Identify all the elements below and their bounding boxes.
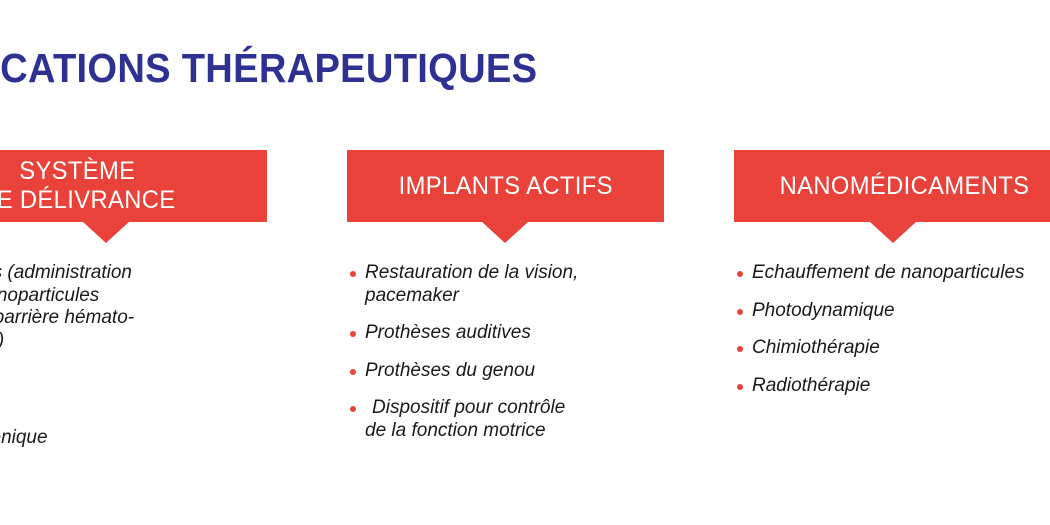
category-banner-nanomedicines: NANOMÉDICAMENTS bbox=[734, 150, 1050, 243]
list-item: notubes bbox=[0, 367, 267, 390]
list-item: no-aiguilles (administration suivi de na… bbox=[0, 262, 267, 352]
list-item: Restauration de la vision, pacemaker bbox=[347, 262, 664, 307]
list-item-text: Echauffement de nanoparticules bbox=[752, 262, 1025, 283]
list-item: Echauffement de nanoparticules bbox=[734, 262, 1050, 285]
category-column-nanomedicines: NANOMÉDICAMENTS Echauffement de nanopart… bbox=[734, 150, 1050, 396]
bullet-list-delivery-system: no-aiguilles (administration suivi de na… bbox=[0, 262, 267, 465]
category-column-delivery-system: SYSTÈME DE DÉLIVRANCE no-aiguilles (admi… bbox=[0, 150, 267, 448]
bullet-dot-icon bbox=[350, 406, 356, 412]
list-item: Photodynamique bbox=[734, 300, 1050, 323]
bullet-dot-icon bbox=[737, 308, 743, 315]
bullet-dot-icon bbox=[350, 271, 356, 277]
bullet-list-nanomedicines: Echauffement de nanoparticules Photodyna… bbox=[734, 262, 1050, 412]
banner-pointer-triangle-icon bbox=[83, 222, 129, 243]
banner-pointer-triangle-icon bbox=[482, 222, 528, 243]
banner-pointer-triangle-icon bbox=[870, 222, 916, 243]
list-item-text: Chimiothérapie bbox=[752, 337, 880, 358]
category-column-active-implants: IMPLANTS ACTIFS Restauration de la visio… bbox=[347, 150, 664, 441]
category-banner-label: NANOMÉDICAMENTS bbox=[779, 171, 1029, 200]
list-item-text: Prothèses du genou bbox=[365, 359, 536, 381]
list-item: Dispositif pour contrôle de la fonction … bbox=[347, 397, 664, 442]
list-item-text: Dispositif pour contrôle de la fonction … bbox=[365, 397, 566, 441]
category-banner-delivery-system: SYSTÈME DE DÉLIVRANCE bbox=[0, 150, 267, 243]
bullet-dot-icon bbox=[737, 271, 743, 277]
list-item: Radiothérapie bbox=[734, 375, 1050, 398]
bullet-dot-icon bbox=[737, 383, 743, 390]
list-item: Chimiothérapie bbox=[734, 337, 1050, 360]
bullet-list-active-implants: Restauration de la vision, pacemaker Pro… bbox=[347, 262, 664, 457]
bullet-dot-icon bbox=[737, 346, 743, 352]
category-banner-label: IMPLANTS ACTIFS bbox=[398, 171, 613, 200]
list-item-text: Radiothérapie bbox=[752, 374, 871, 396]
list-item: Prothèses du genou bbox=[347, 360, 664, 383]
page-title: PLICATIONS THÉRAPEUTIQUES bbox=[0, 45, 538, 91]
list-item: Prothèses auditives bbox=[347, 322, 664, 345]
list-item-text: Prothèses auditives bbox=[365, 322, 531, 343]
list-item: novecteurs thérapie génique bbox=[0, 405, 267, 450]
list-item-text: no-aiguilles (administration suivi de na… bbox=[0, 262, 135, 351]
list-item-text: Photodynamique bbox=[752, 299, 895, 321]
category-banner-label: SYSTÈME DE DÉLIVRANCE bbox=[0, 157, 176, 214]
bullet-dot-icon bbox=[350, 331, 356, 337]
bullet-dot-icon bbox=[350, 368, 356, 375]
list-item-text: novecteurs thérapie génique bbox=[0, 427, 48, 448]
category-banner-active-implants: IMPLANTS ACTIFS bbox=[347, 150, 664, 243]
list-item-text: Restauration de la vision, pacemaker bbox=[365, 262, 579, 306]
